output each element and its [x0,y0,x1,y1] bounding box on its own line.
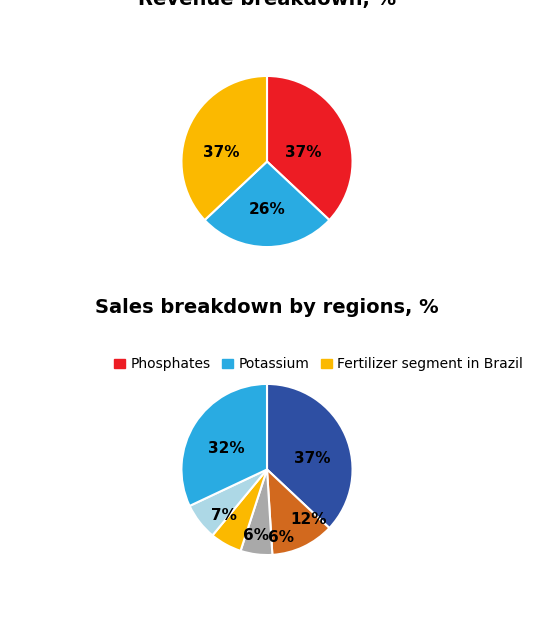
Title: Revenue breakdown, %: Revenue breakdown, % [138,0,396,9]
Wedge shape [240,469,272,555]
Text: 37%: 37% [203,145,240,160]
Text: 37%: 37% [294,451,331,466]
Text: 26%: 26% [249,202,285,217]
Wedge shape [190,469,267,536]
Text: 37%: 37% [285,145,322,160]
Text: 32%: 32% [208,442,244,456]
Wedge shape [213,469,267,551]
Text: 12%: 12% [290,512,326,527]
Wedge shape [182,384,267,506]
Wedge shape [267,76,352,220]
Wedge shape [267,469,329,555]
Legend: Phosphates, Potassium, Fertilizer segment in Brazil: Phosphates, Potassium, Fertilizer segmen… [108,352,529,377]
Wedge shape [182,76,267,220]
Text: 6%: 6% [268,531,294,545]
Title: Sales breakdown by regions, %: Sales breakdown by regions, % [95,298,439,317]
Wedge shape [205,162,329,247]
Wedge shape [267,384,352,528]
Text: 7%: 7% [211,507,237,522]
Text: 6%: 6% [242,528,269,543]
